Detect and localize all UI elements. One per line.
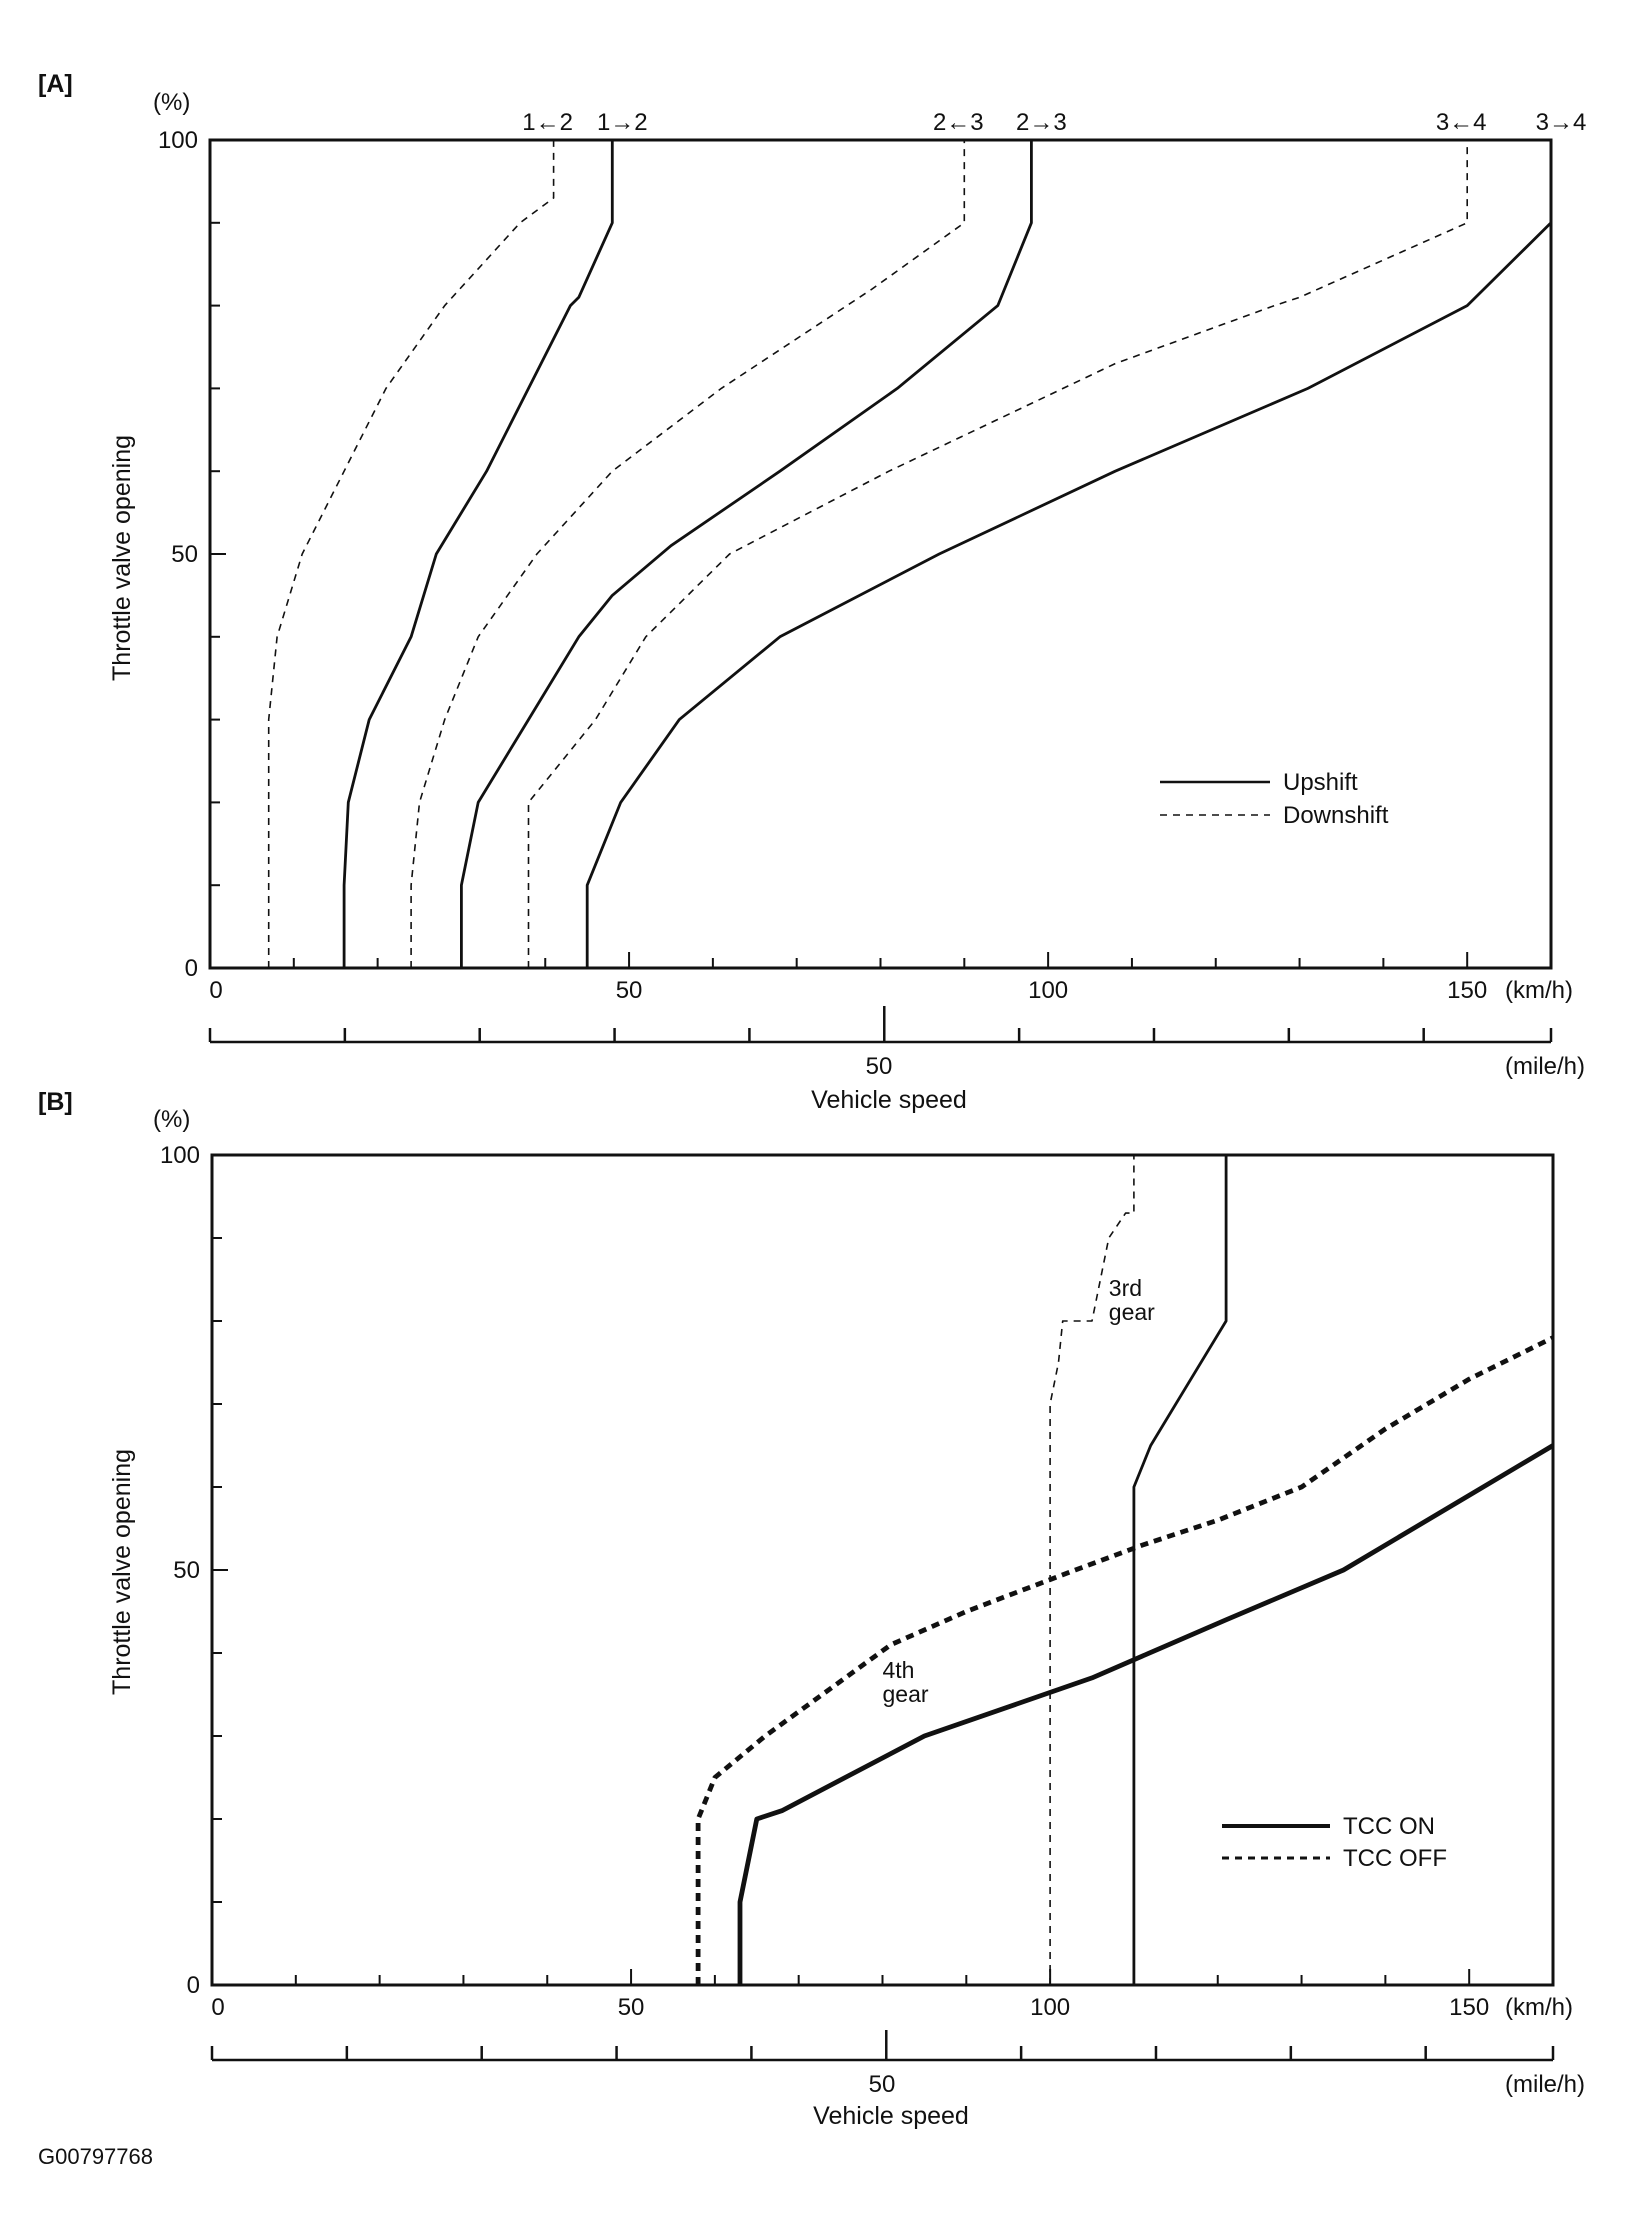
panel-a-series-line	[410, 140, 966, 968]
panel-b-x-tick-label: 150	[1449, 1994, 1489, 2021]
panel-a-x-axis-title: Vehicle speed	[811, 1086, 967, 1114]
panel-a-legend: Upshift Downshift	[1160, 769, 1389, 829]
panel-b-gear-annotation: gear	[1109, 1299, 1155, 1325]
panel-b-series	[695, 1155, 1555, 1985]
legend-upshift-label: Upshift	[1283, 769, 1358, 796]
panel-b-series-line	[695, 1335, 1555, 1985]
panel-a-x-unit-mph: (mile/h)	[1505, 1053, 1585, 1080]
panel-a-x-unit-kmh: (km/h)	[1505, 977, 1573, 1004]
panel-b-gear-annotation: gear	[883, 1681, 929, 1707]
panel-a-x-tick-label: 0	[209, 977, 222, 1004]
panel-b-label: [B]	[38, 1088, 73, 1116]
panel-a: [A] (%) Throttle valve opening 1←2 1→2 2←3…	[38, 70, 1586, 1114]
panel-a-x-tick-label: 100	[1028, 977, 1068, 1004]
legend-tcc-on-label: TCC ON	[1343, 1813, 1435, 1840]
panel-a-tick-labels: 0 50 100 150 0 50 100	[158, 127, 1487, 1004]
panel-a-plot-frame	[208, 138, 1553, 970]
panel-a-series-line	[342, 140, 614, 968]
panel-a-y-axis-title: Throttle valve opening	[108, 435, 136, 681]
panel-b-ticks	[212, 1237, 1471, 1985]
panel-a-x-tick-label: 50	[616, 977, 643, 1004]
panel-a-ticks	[210, 221, 1469, 968]
panel-a-shift-label: 1→2	[597, 109, 648, 136]
panel-a-y-unit: (%)	[153, 89, 190, 116]
panel-b-series-line	[1049, 1155, 1135, 1985]
panel-a-shift-label: 2←3	[933, 109, 984, 136]
panel-b-y-tick-label: 100	[160, 1142, 200, 1169]
panel-b-y-axis-title: Throttle valve opening	[108, 1449, 136, 1695]
legend-downshift-label: Downshift	[1283, 802, 1389, 829]
panel-b-x-unit-mph: (mile/h)	[1505, 2071, 1585, 2098]
panel-b-legend: TCC ON TCC OFF	[1222, 1813, 1447, 1872]
panel-a-series-line	[527, 140, 1468, 968]
panel-b-tick-labels: 0 50 100 150 0 50 100	[160, 1142, 1489, 2021]
panel-b-y-tick-label: 50	[173, 1557, 200, 1584]
panel-b-series-line	[737, 1443, 1555, 1985]
panel-a-x-tick-label: 150	[1447, 977, 1487, 1004]
panel-a-series-line	[267, 140, 555, 968]
panel-a-series-line	[585, 140, 1553, 968]
panel-b-x-axis-title: Vehicle speed	[813, 2102, 969, 2130]
panel-a-y-tick-label: 0	[185, 955, 198, 982]
panel-b-mph-tick-label: 50	[869, 2071, 896, 2098]
panel-a-series: 1←2 1→2 2←3 2→3 3←4 3→4	[267, 109, 1587, 968]
panel-b-mph-axis	[210, 2030, 1555, 2062]
panel-b: [B] (%) Throttle valve opening 0 50 100 150…	[38, 1088, 1585, 2130]
panel-a-series-line	[460, 140, 1033, 968]
panel-b-x-tick-label: 50	[618, 1994, 645, 2021]
panel-b-series-line	[1132, 1155, 1228, 1985]
panel-b-gear-annotation: 4th	[883, 1657, 915, 1683]
panel-b-x-tick-label: 100	[1030, 1994, 1070, 2021]
panel-a-shift-label: 3→4	[1536, 109, 1587, 136]
panel-a-mph-tick-label: 50	[866, 1053, 893, 1080]
panel-a-y-tick-label: 50	[171, 541, 198, 568]
panel-b-x-unit-kmh: (km/h)	[1505, 1994, 1573, 2021]
panel-b-y-tick-label: 0	[187, 1972, 200, 1999]
panel-b-y-unit: (%)	[153, 1106, 190, 1133]
panel-b-gear-annotation: 3rd	[1109, 1275, 1142, 1301]
panel-a-shift-label: 3←4	[1436, 109, 1487, 136]
panel-a-shift-label: 2→3	[1016, 109, 1067, 136]
legend-tcc-off-label: TCC OFF	[1343, 1845, 1447, 1872]
panel-a-mph-axis	[208, 1006, 1553, 1044]
panel-a-y-tick-label: 100	[158, 127, 198, 154]
figure-code: G00797768	[38, 2144, 153, 2169]
panel-b-x-tick-label: 0	[211, 1994, 224, 2021]
panel-a-shift-label: 1←2	[522, 109, 573, 136]
panel-a-label: [A]	[38, 70, 73, 98]
